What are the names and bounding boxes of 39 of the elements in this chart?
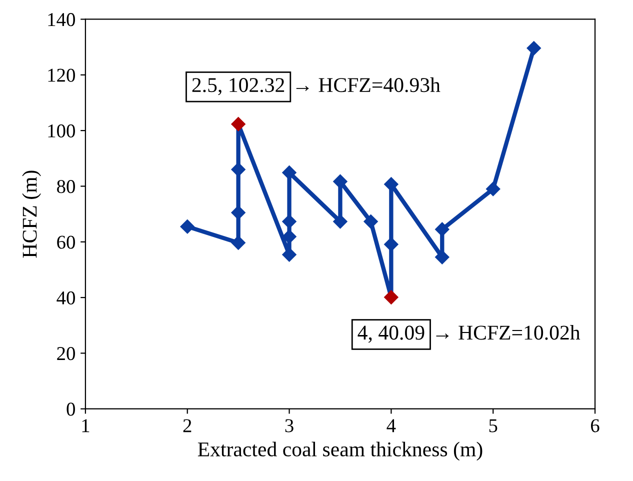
y-tick-label: 140 — [48, 13, 75, 26]
x-tick-label: 3 — [285, 419, 294, 432]
point — [384, 290, 398, 304]
point — [282, 248, 296, 262]
point — [435, 222, 450, 236]
y-axis-title: HCFZ (m) — [22, 170, 42, 258]
y-tick-label: 100 — [48, 124, 75, 138]
y-tick-label: 20 — [57, 347, 75, 360]
y-tick-label: 60 — [57, 236, 75, 249]
point — [384, 177, 398, 192]
point — [231, 206, 246, 220]
y-tick-label: 40 — [56, 291, 75, 304]
annotation: 2.5, 102.32 — [192, 78, 284, 96]
x-tick-label: 4 — [386, 419, 396, 432]
point — [231, 236, 246, 250]
point — [282, 166, 296, 180]
point — [435, 250, 450, 264]
y-tick-label: 80 — [57, 180, 75, 194]
point — [282, 230, 296, 244]
point — [384, 237, 398, 252]
annotation: → HCFZ=10.02h — [436, 325, 580, 340]
point — [333, 214, 348, 229]
point — [231, 117, 246, 132]
point — [364, 214, 378, 229]
point — [231, 162, 246, 177]
point — [526, 41, 541, 56]
point — [486, 182, 500, 196]
point — [180, 219, 194, 234]
y-tick-label: 0 — [66, 402, 75, 416]
x-tick-label: 6 — [590, 419, 600, 432]
annotation: 4, 40.09 — [358, 326, 424, 343]
x-axis-title: Extracted coal seam thickness (m) — [198, 442, 482, 461]
x-tick-label: 2 — [183, 419, 192, 432]
annotation: → HCFZ=40.93h — [296, 77, 440, 92]
x-tick-label: 5 — [489, 419, 498, 432]
point — [333, 174, 348, 189]
point — [282, 214, 296, 229]
y-tick-label: 120 — [48, 68, 75, 82]
x-tick-label: 1 — [82, 419, 90, 432]
